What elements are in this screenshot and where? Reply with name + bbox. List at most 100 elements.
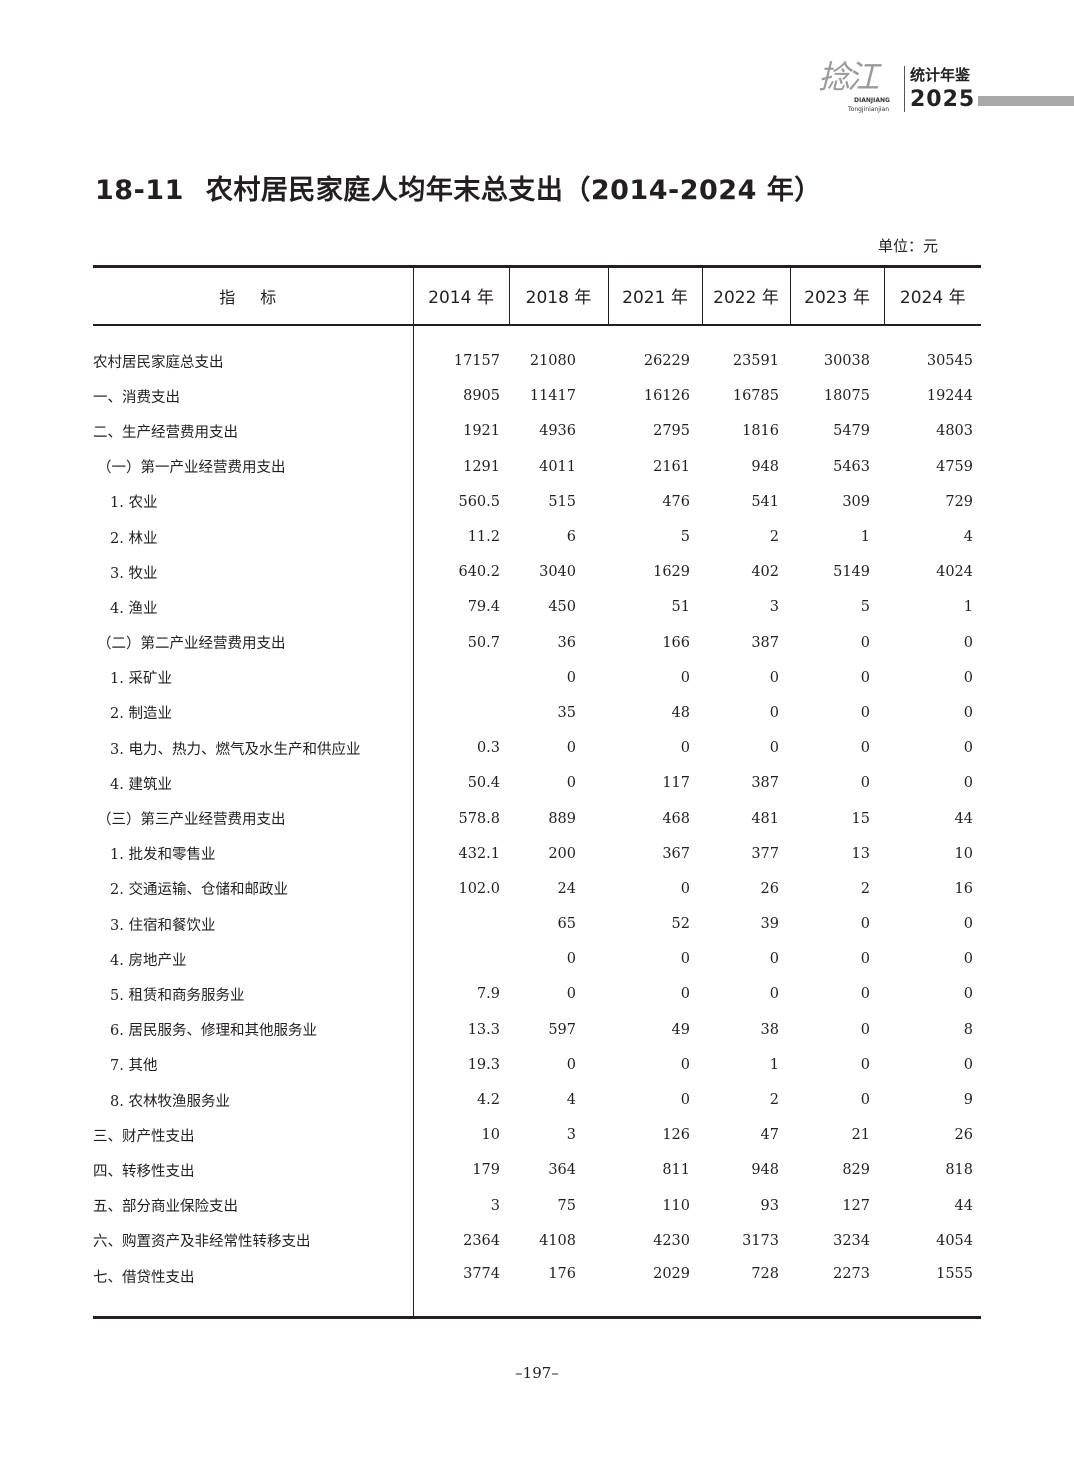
- cell-value: [413, 942, 509, 977]
- cell-value: 450: [548, 599, 576, 616]
- cell-value: 5: [680, 529, 690, 546]
- row-label: 七、借贷性支出: [93, 1258, 414, 1320]
- cell-value: 1921: [463, 423, 500, 440]
- cell-value: 1816: [742, 423, 779, 440]
- row-label: 4. 房地产业: [93, 941, 414, 977]
- cell-value: 110: [662, 1197, 690, 1214]
- cell-value: 367: [662, 845, 690, 862]
- cell-value: 1: [769, 1056, 779, 1073]
- cell-value: 50.7: [467, 634, 500, 651]
- cell-value: 127: [842, 1197, 870, 1214]
- cell-value: 93: [760, 1197, 779, 1214]
- cell-value: 0: [963, 1056, 973, 1073]
- cell-value: 19244: [926, 388, 973, 405]
- cell-value: 481: [751, 810, 779, 827]
- table-row: 1. 农业 560.5 515 476 541 309 729: [93, 484, 981, 520]
- row-label: 四、转移性支出: [93, 1152, 414, 1188]
- column-header-year: 2022 年: [701, 265, 790, 326]
- cell-value: 4054: [936, 1232, 973, 1249]
- row-label: 2. 交通运输、仓储和邮政业: [93, 871, 414, 907]
- cell-value: 3234: [833, 1232, 870, 1249]
- cell-value: 0: [566, 740, 576, 757]
- cell-value: 16785: [732, 388, 779, 405]
- cell-value: 364: [548, 1162, 576, 1179]
- table-row: 3. 电力、热力、燃气及水生产和供应业 0.3 0 0 0 0 0: [93, 730, 981, 766]
- table-row: 4. 渔业 79.4 450 51 3 5 1: [93, 589, 981, 625]
- cell-value: 2795: [653, 423, 690, 440]
- cell-value: 4108: [539, 1232, 576, 1249]
- cell-value: 432.1: [458, 845, 500, 862]
- table-row: 农村居民家庭总支出 17157 21080 26229 23591 30038 30545: [93, 324, 981, 379]
- cell-value: 0: [566, 1056, 576, 1073]
- logo-calligraphy: 捻江: [818, 58, 879, 96]
- table-row: （一）第一产业经营费用支出 1291 4011 2161 948 5463 4759: [93, 449, 981, 485]
- cell-value: 126: [662, 1127, 690, 1144]
- cell-value: 7.9: [476, 986, 500, 1003]
- cell-value: 11.2: [467, 529, 500, 546]
- row-label: （三）第三产业经营费用支出: [93, 800, 414, 837]
- cell-value: 44: [954, 1197, 973, 1214]
- cell-value: 30038: [823, 353, 870, 370]
- cell-value: 23591: [732, 353, 779, 370]
- cell-value: 0: [860, 1092, 870, 1109]
- table-row: 一、消费支出 8905 11417 16126 16785 18075 19244: [93, 378, 981, 414]
- row-label: 3. 电力、热力、燃气及水生产和供应业: [93, 730, 414, 766]
- cell-value: 1629: [653, 564, 690, 581]
- table-row: 五、部分商业保险支出 3 75 110 93 127 44: [93, 1188, 981, 1224]
- cell-value: 166: [662, 634, 690, 651]
- table-row: 四、转移性支出 179 364 811 948 829 818: [93, 1152, 981, 1188]
- cell-value: 0: [860, 634, 870, 651]
- cell-value: 597: [548, 1021, 576, 1038]
- cell-value: 17157: [453, 353, 500, 370]
- cell-value: 1: [963, 599, 973, 616]
- table-header-row: 指 标 2014 年 2018 年 2021 年 2022 年 2023 年 2024 年: [93, 265, 981, 326]
- cell-value: 176: [509, 1258, 608, 1320]
- row-label: 六、购置资产及非经常性转移支出: [93, 1223, 414, 1259]
- table-row: 七、借贷性支出 3774 176 2029 728 2273 1555: [93, 1258, 981, 1320]
- cell-value: 44: [954, 810, 973, 827]
- cell-value: 4024: [936, 564, 973, 581]
- header-decor-bar: [978, 96, 1074, 106]
- logo-year: 2025: [910, 87, 976, 112]
- cell-value: 0: [680, 880, 690, 897]
- cell-value: [413, 695, 509, 730]
- cell-value: 948: [751, 1162, 779, 1179]
- cell-value: 117: [662, 775, 690, 792]
- cell-value: 729: [945, 493, 973, 510]
- cell-value: 2: [769, 1092, 779, 1109]
- cell-value: 2029: [608, 1258, 702, 1320]
- cell-value: 2: [860, 880, 870, 897]
- cell-value: 38: [760, 1021, 779, 1038]
- page-title: 18-11 农村居民家庭人均年末总支出（2014-2024 年）: [95, 174, 822, 208]
- cell-value: 35: [557, 704, 576, 721]
- cell-value: 560.5: [458, 493, 500, 510]
- cell-value: 47: [760, 1127, 779, 1144]
- cell-value: 21: [851, 1127, 870, 1144]
- cell-value: 0: [860, 916, 870, 933]
- cell-value: 578.8: [458, 810, 500, 827]
- cell-value: 818: [945, 1162, 973, 1179]
- column-header-indicator: 指 标: [93, 265, 413, 326]
- cell-value: 468: [662, 810, 690, 827]
- cell-value: 51: [671, 599, 690, 616]
- cell-value: 0: [860, 1021, 870, 1038]
- cell-value: 0: [769, 740, 779, 757]
- table-number: 18-11: [95, 175, 184, 206]
- logo-divider: [904, 66, 905, 112]
- cell-value: 829: [842, 1162, 870, 1179]
- cell-value: 179: [472, 1162, 500, 1179]
- yearbook-logo: 捻江 DIANJIANG Tongjinianjian 统计年鉴 2025: [818, 60, 976, 116]
- cell-value: 4803: [936, 423, 973, 440]
- cell-value: 0: [769, 704, 779, 721]
- cell-value: 4936: [539, 423, 576, 440]
- cell-value: 0: [963, 916, 973, 933]
- page-number: –197–: [515, 1364, 559, 1382]
- cell-value: 728: [702, 1258, 790, 1320]
- cell-value: 889: [548, 810, 576, 827]
- table-row: 4. 房地产业 0 0 0 0 0: [93, 941, 981, 977]
- table-row: 六、购置资产及非经常性转移支出 2364 4108 4230 3173 3234 4054: [93, 1223, 981, 1259]
- cell-value: 3: [490, 1197, 500, 1214]
- cell-value: 19.3: [467, 1056, 500, 1073]
- cell-value: 5463: [833, 458, 870, 475]
- expenditure-table: 指 标 2014 年 2018 年 2021 年 2022 年 2023 年 2024 年 …: [93, 265, 981, 1320]
